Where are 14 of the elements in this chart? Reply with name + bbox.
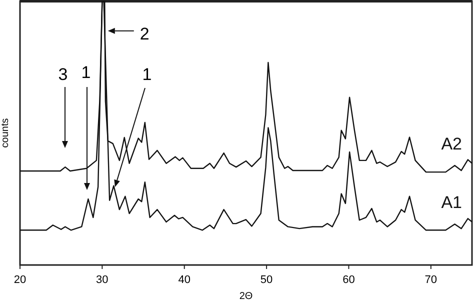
x-tick-label: 60 bbox=[342, 274, 355, 286]
annotation: 3 bbox=[58, 65, 68, 84]
y-axis-title: counts bbox=[0, 118, 11, 148]
annotation: 1 bbox=[81, 63, 91, 82]
x-tick-label: 40 bbox=[178, 274, 190, 286]
x-axis-title: 2Θ bbox=[239, 291, 253, 301]
x-tick-label: 20 bbox=[14, 274, 26, 286]
annotation: 1 bbox=[142, 65, 152, 84]
x-tick-label: 70 bbox=[424, 274, 438, 286]
series-label: A2 bbox=[441, 134, 462, 154]
series-label: A1 bbox=[441, 192, 462, 212]
annotation: 2 bbox=[140, 24, 150, 44]
x-tick-label: 50 bbox=[260, 274, 273, 286]
x-tick-label: 30 bbox=[96, 274, 108, 286]
